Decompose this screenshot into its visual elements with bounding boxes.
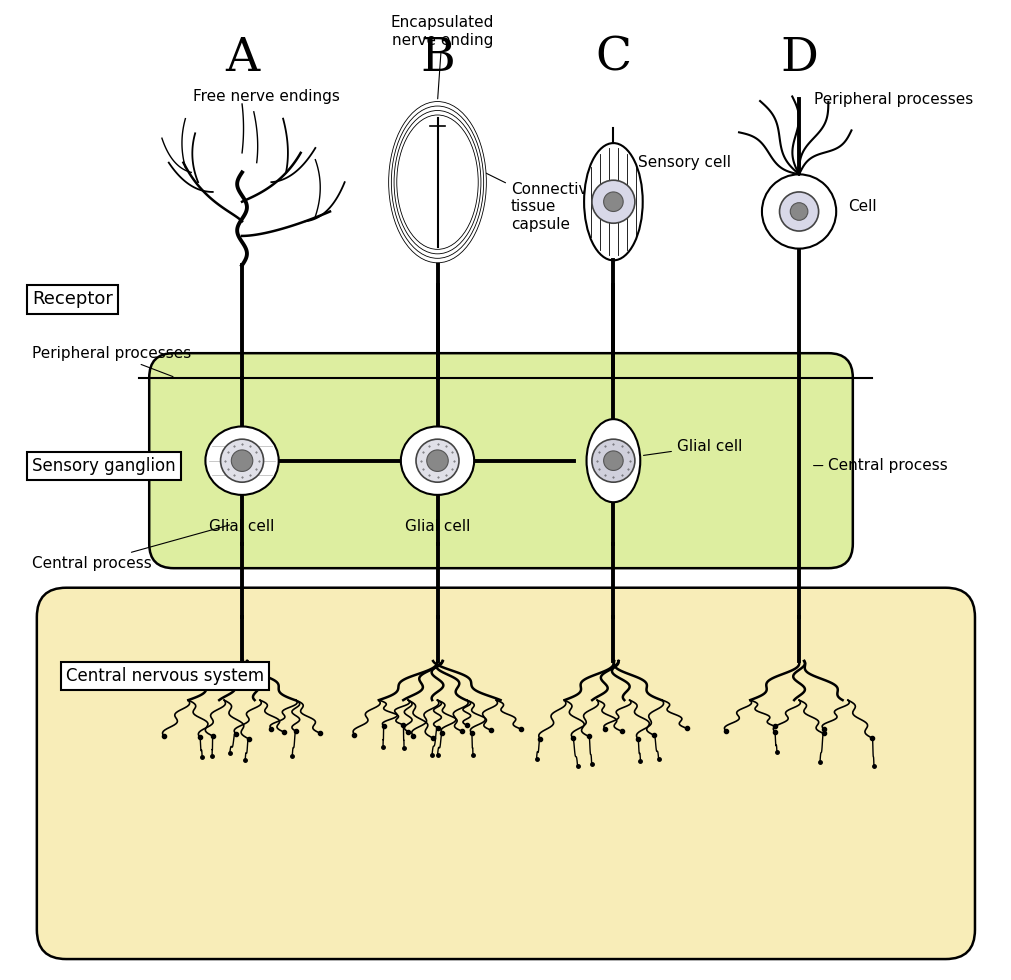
Text: Cell: Cell <box>848 199 877 214</box>
Circle shape <box>604 451 623 470</box>
Circle shape <box>220 439 264 482</box>
Text: Peripheral processes: Peripheral processes <box>32 346 191 376</box>
Ellipse shape <box>427 165 448 200</box>
Text: Encapsulated
nerve ending: Encapsulated nerve ending <box>390 16 494 99</box>
Ellipse shape <box>584 143 643 261</box>
Circle shape <box>232 450 253 471</box>
Text: D: D <box>780 35 818 81</box>
Text: Sensory ganglion: Sensory ganglion <box>32 457 176 474</box>
Ellipse shape <box>413 142 462 222</box>
Text: A: A <box>225 35 259 81</box>
Text: Connective
tissue
capsule: Connective tissue capsule <box>477 169 596 231</box>
Ellipse shape <box>432 173 443 191</box>
Text: Glial cell: Glial cell <box>404 519 470 534</box>
FancyBboxPatch shape <box>150 353 853 568</box>
Circle shape <box>779 192 819 231</box>
Ellipse shape <box>205 426 279 495</box>
Ellipse shape <box>424 160 451 205</box>
Ellipse shape <box>422 155 454 209</box>
Text: Free nerve endings: Free nerve endings <box>193 89 340 104</box>
Circle shape <box>427 450 448 471</box>
Ellipse shape <box>400 426 474 495</box>
Ellipse shape <box>399 120 475 245</box>
Circle shape <box>416 439 459 482</box>
Circle shape <box>604 192 623 212</box>
Text: Receptor: Receptor <box>32 290 113 309</box>
Ellipse shape <box>416 146 459 218</box>
Text: Sensory cell: Sensory cell <box>638 155 731 171</box>
Circle shape <box>591 439 635 482</box>
Ellipse shape <box>410 137 465 227</box>
Ellipse shape <box>391 106 483 259</box>
Text: B: B <box>421 35 455 81</box>
Ellipse shape <box>402 123 473 240</box>
Ellipse shape <box>586 419 640 502</box>
Ellipse shape <box>388 102 486 263</box>
Text: C: C <box>595 35 632 81</box>
Text: Glial cell: Glial cell <box>644 438 742 456</box>
Circle shape <box>591 180 635 223</box>
Text: Central process: Central process <box>32 525 229 570</box>
Ellipse shape <box>430 169 446 196</box>
Text: Peripheral processes: Peripheral processes <box>814 91 973 107</box>
Circle shape <box>762 174 836 249</box>
Circle shape <box>791 203 808 220</box>
Text: Central nervous system: Central nervous system <box>66 666 264 685</box>
Ellipse shape <box>407 133 467 231</box>
Ellipse shape <box>396 115 478 249</box>
FancyBboxPatch shape <box>36 588 975 959</box>
Ellipse shape <box>419 151 457 214</box>
Text: Central process: Central process <box>814 458 948 473</box>
Ellipse shape <box>435 177 440 186</box>
Ellipse shape <box>394 111 481 254</box>
Ellipse shape <box>405 128 470 236</box>
Text: Glial cell: Glial cell <box>209 519 275 534</box>
